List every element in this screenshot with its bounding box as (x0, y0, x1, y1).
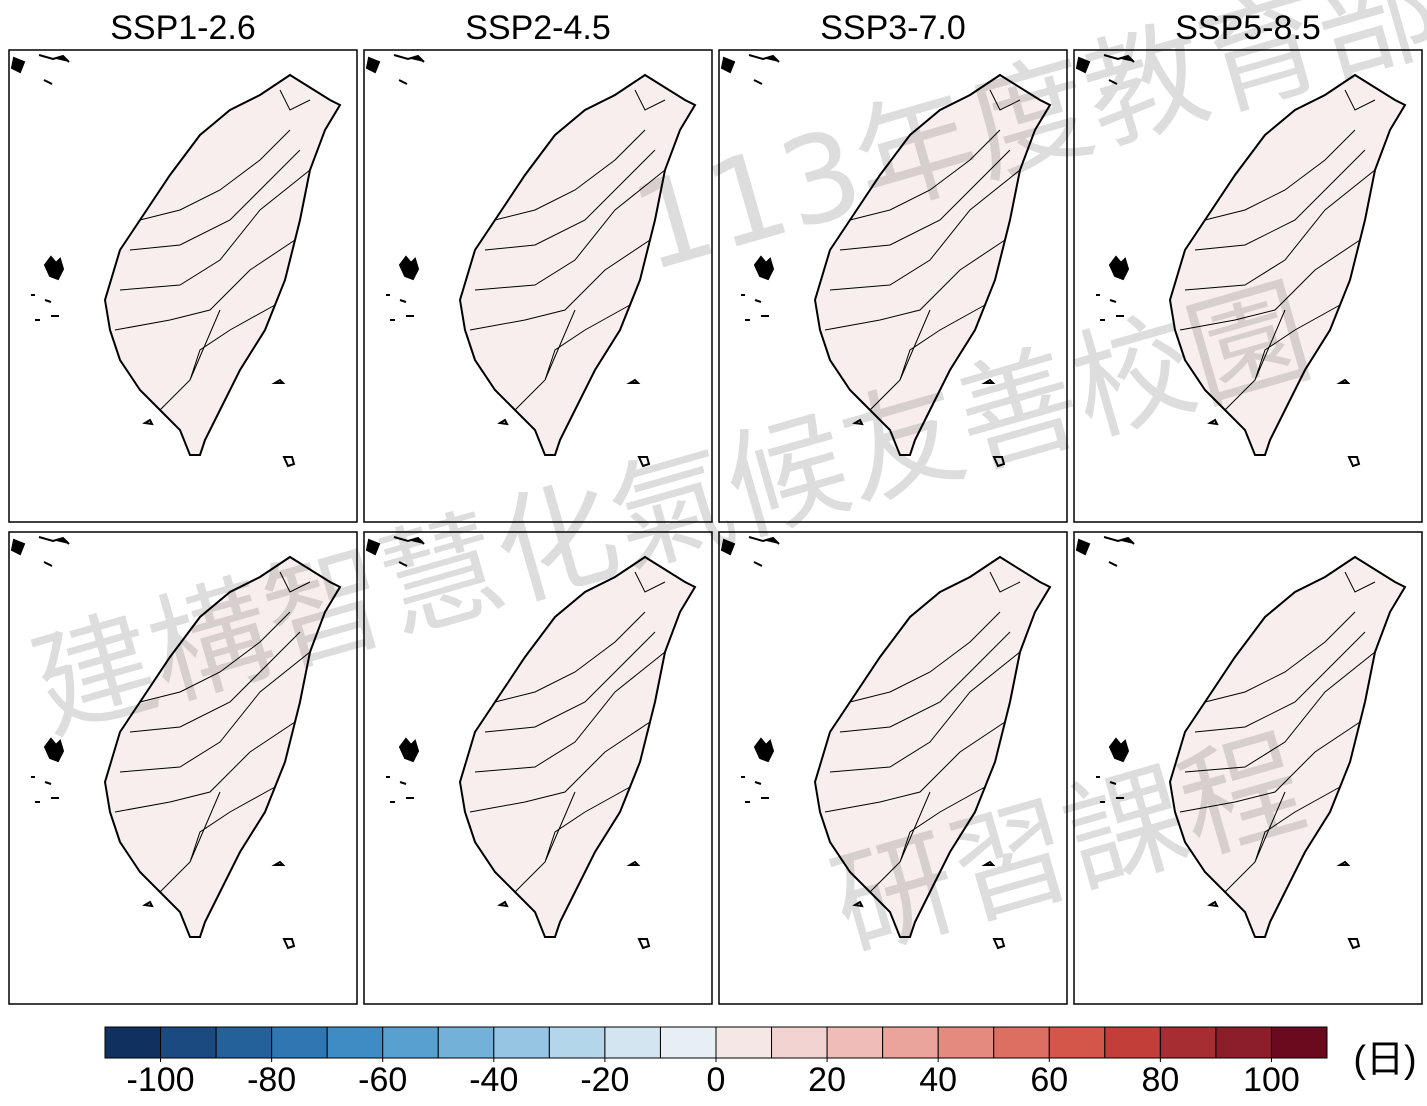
panel-title: SSP3-7.0 (820, 9, 966, 47)
colorbar-swatch (1270, 1026, 1328, 1059)
colorbar-tick-label: 40 (919, 1061, 957, 1099)
map-panel (363, 531, 713, 1005)
colorbar-swatch (160, 1026, 217, 1059)
colorbar-tick-label: 0 (707, 1061, 726, 1099)
colorbar-swatch (104, 1026, 162, 1059)
map-panel (1073, 531, 1423, 1005)
colorbar-swatch (493, 1026, 550, 1059)
colorbar-swatch (382, 1026, 439, 1059)
colorbar-swatch (826, 1026, 884, 1059)
colorbar-swatch (271, 1026, 328, 1059)
map-panel (718, 49, 1068, 523)
colorbar-swatch (937, 1026, 995, 1059)
colorbar-swatch (1159, 1026, 1217, 1059)
colorbar-swatch (715, 1026, 773, 1059)
colorbar-swatch (548, 1026, 606, 1059)
panel-title: SSP5-8.5 (1175, 9, 1321, 47)
colorbar-swatch (604, 1026, 661, 1059)
colorbar-unit: (日) (1353, 1039, 1416, 1081)
map-panel (8, 49, 358, 523)
colorbar-swatch (215, 1026, 273, 1059)
colorbar-swatch (1215, 1026, 1272, 1059)
colorbar-tick-label: -100 (127, 1061, 195, 1099)
colorbar-swatch (993, 1026, 1050, 1059)
map-panel (718, 531, 1068, 1005)
panel-title: SSP1-2.6 (110, 9, 256, 47)
colorbar-tick-label: 100 (1243, 1061, 1300, 1099)
colorbar-swatch (326, 1026, 384, 1059)
colorbar-tick-label: -40 (469, 1061, 518, 1099)
colorbar-swatch (1104, 1026, 1161, 1059)
map-panel (8, 531, 358, 1005)
colorbar-swatch (437, 1026, 495, 1059)
colorbar-tick-label: 60 (1030, 1061, 1068, 1099)
colorbar-tick-label: -80 (247, 1061, 296, 1099)
map-panel (363, 49, 713, 523)
colorbar-tick-label: 20 (808, 1061, 846, 1099)
colorbar-swatch (1048, 1026, 1106, 1059)
colorbar-swatch (882, 1026, 939, 1059)
colorbar-tick-label: -60 (358, 1061, 407, 1099)
panel-title: SSP2-4.5 (465, 9, 611, 47)
colorbar-swatch (771, 1026, 828, 1059)
colorbar-tick-label: -20 (580, 1061, 629, 1099)
colorbar-swatch (659, 1026, 717, 1059)
colorbar-tick-label: 80 (1141, 1061, 1179, 1099)
map-panel (1073, 49, 1423, 523)
